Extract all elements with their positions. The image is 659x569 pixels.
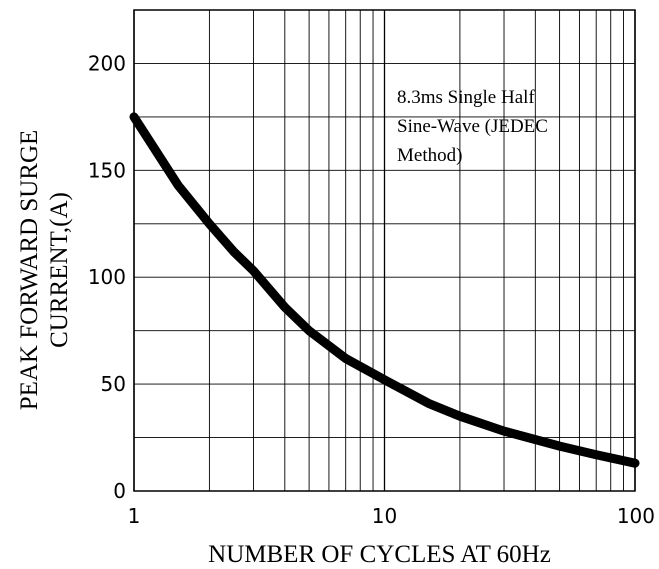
y-tick-label: 50	[101, 372, 126, 396]
y-tick-label: 200	[88, 51, 126, 75]
annotation: 8.3ms Single Half Sine-Wave (JEDEC Metho…	[397, 87, 548, 166]
annotation-line-3: Method)	[397, 145, 462, 166]
y-tick-labels: 0 50 100 150 200	[88, 51, 126, 503]
x-tick-label: 1	[128, 504, 141, 528]
y-tick-label: 100	[88, 265, 126, 289]
y-axis-label-line-2: CURRENT,(A)	[46, 192, 73, 348]
y-tick-label: 0	[113, 479, 126, 503]
y-tick-label: 150	[88, 158, 126, 182]
x-tick-labels: 1 10 100	[128, 504, 655, 528]
x-tick-label: 10	[372, 504, 397, 528]
surge-current-curve	[129, 112, 640, 468]
y-axis-label: PEAK FORWARD SURGE CURRENT,(A)	[16, 130, 73, 411]
x-axis-label: NUMBER OF CYCLES AT 60Hz	[208, 541, 551, 568]
annotation-line-2: Sine-Wave (JEDEC	[397, 116, 548, 137]
y-axis-label-line-1: PEAK FORWARD SURGE	[16, 130, 43, 411]
x-tick-label: 100	[617, 504, 655, 528]
annotation-line-1: 8.3ms Single Half	[397, 87, 535, 108]
plot-frame	[133, 9, 636, 492]
